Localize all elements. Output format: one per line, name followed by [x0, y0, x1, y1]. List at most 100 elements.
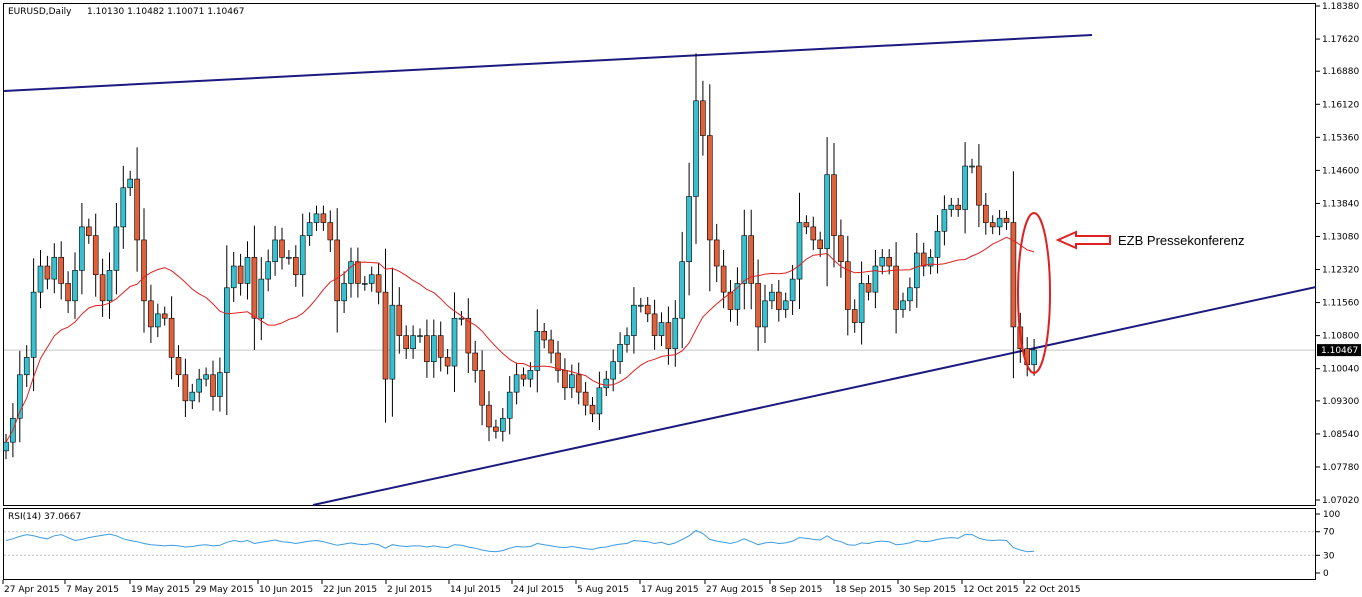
- candle: [58, 241, 65, 300]
- candle: [755, 259, 761, 351]
- candle: [251, 225, 258, 350]
- annotation-label: EZB Pressekonferenz: [1118, 233, 1244, 248]
- candle: [631, 287, 637, 354]
- candle: [617, 332, 623, 374]
- candle: [1031, 338, 1037, 376]
- time-tick-label: 22 Oct 2015: [1025, 585, 1081, 595]
- candle: [348, 247, 354, 298]
- price-tick-label: 1.10040: [1322, 365, 1359, 375]
- candle: [396, 287, 403, 354]
- candle: [86, 218, 92, 244]
- candle: [258, 257, 265, 341]
- rsi-line: [5, 529, 1035, 553]
- candle: [865, 275, 872, 301]
- trendlines: [3, 34, 1317, 506]
- candle: [320, 205, 327, 231]
- candle: [555, 340, 561, 383]
- candle: [886, 249, 893, 275]
- candle: [548, 329, 554, 364]
- candle: [499, 408, 506, 442]
- candle: [769, 283, 775, 310]
- annotation-arrow: [1055, 230, 1111, 250]
- candle: [279, 227, 285, 270]
- candle: [810, 216, 817, 251]
- candles: [3, 53, 1037, 460]
- candle: [762, 284, 768, 344]
- candle: [831, 142, 837, 268]
- candle: [92, 213, 99, 297]
- candle: [796, 192, 803, 309]
- candle: [106, 252, 113, 319]
- candle: [693, 53, 699, 244]
- candle: [306, 212, 313, 246]
- candle: [465, 298, 472, 374]
- price-tick-label: 1.18380: [1322, 2, 1359, 12]
- candle: [389, 267, 396, 417]
- candle: [1003, 210, 1010, 230]
- candle: [879, 249, 886, 275]
- candle: [120, 165, 127, 249]
- candle: [430, 319, 437, 378]
- candle: [907, 277, 913, 312]
- moving-average: [5, 236, 1035, 443]
- price-tick-label: 1.07780: [1322, 463, 1359, 473]
- candle: [520, 367, 527, 387]
- candle: [44, 255, 51, 290]
- candle: [727, 279, 734, 322]
- candle: [299, 213, 306, 297]
- candle: [982, 192, 989, 235]
- candle: [582, 381, 589, 416]
- candle: [334, 208, 341, 333]
- time-tick-label: 30 Sep 2015: [899, 585, 956, 595]
- candle: [141, 208, 147, 333]
- rsi-tick-label: 100: [1323, 510, 1340, 520]
- candle: [327, 210, 334, 253]
- price-tick-label: 1.09300: [1322, 397, 1359, 407]
- candle: [134, 147, 140, 272]
- candle: [506, 376, 513, 435]
- price-tick-label: 1.17620: [1322, 35, 1359, 45]
- candle: [893, 242, 899, 334]
- candle: [858, 261, 865, 345]
- time-tick-label: 10 Jun 2015: [259, 585, 313, 595]
- time-tick-label: 5 Aug 2015: [577, 585, 629, 595]
- candle: [486, 391, 492, 442]
- candle: [444, 349, 451, 375]
- candle: [3, 433, 9, 460]
- candle: [872, 249, 879, 309]
- highlight-ellipse: [1017, 212, 1051, 374]
- ma-line: [5, 236, 1035, 443]
- lower-trendline: [312, 286, 1317, 506]
- candle: [686, 162, 692, 296]
- time-tick-label: 22 Jun 2015: [323, 585, 377, 595]
- candle: [700, 80, 706, 156]
- price-tick-label: 1.16120: [1322, 100, 1359, 110]
- candle: [534, 309, 541, 393]
- price-tick-label: 1.08540: [1322, 430, 1359, 440]
- candle: [417, 328, 423, 343]
- time-tick-label: 19 May 2015: [131, 585, 190, 595]
- candle: [658, 312, 665, 346]
- time-tick-label: 27 Aug 2015: [706, 585, 764, 595]
- candle: [286, 250, 292, 265]
- candle: [313, 205, 320, 231]
- current-price-box: [1317, 344, 1361, 357]
- candle: [803, 215, 810, 235]
- candle: [948, 197, 955, 217]
- price-tick-label: 1.16880: [1322, 67, 1359, 77]
- candle: [196, 368, 202, 403]
- arrow-shape: [1055, 230, 1111, 250]
- candle: [437, 321, 444, 372]
- candle: [851, 299, 858, 333]
- candle: [237, 253, 244, 296]
- candle: [168, 296, 175, 380]
- time-tick-label: 7 May 2015: [66, 585, 119, 595]
- candle: [382, 248, 389, 423]
- rsi-panel-frame: [3, 508, 1316, 580]
- candle: [644, 296, 651, 323]
- candle: [79, 202, 85, 295]
- candle: [292, 245, 299, 287]
- candle: [72, 252, 78, 319]
- price-axis: 1.18380 1.17620 1.16880 1.16120 1.15360 1.146…: [1316, 2, 1361, 506]
- rsi-indicator: 100 70 30 0: [4, 510, 1340, 579]
